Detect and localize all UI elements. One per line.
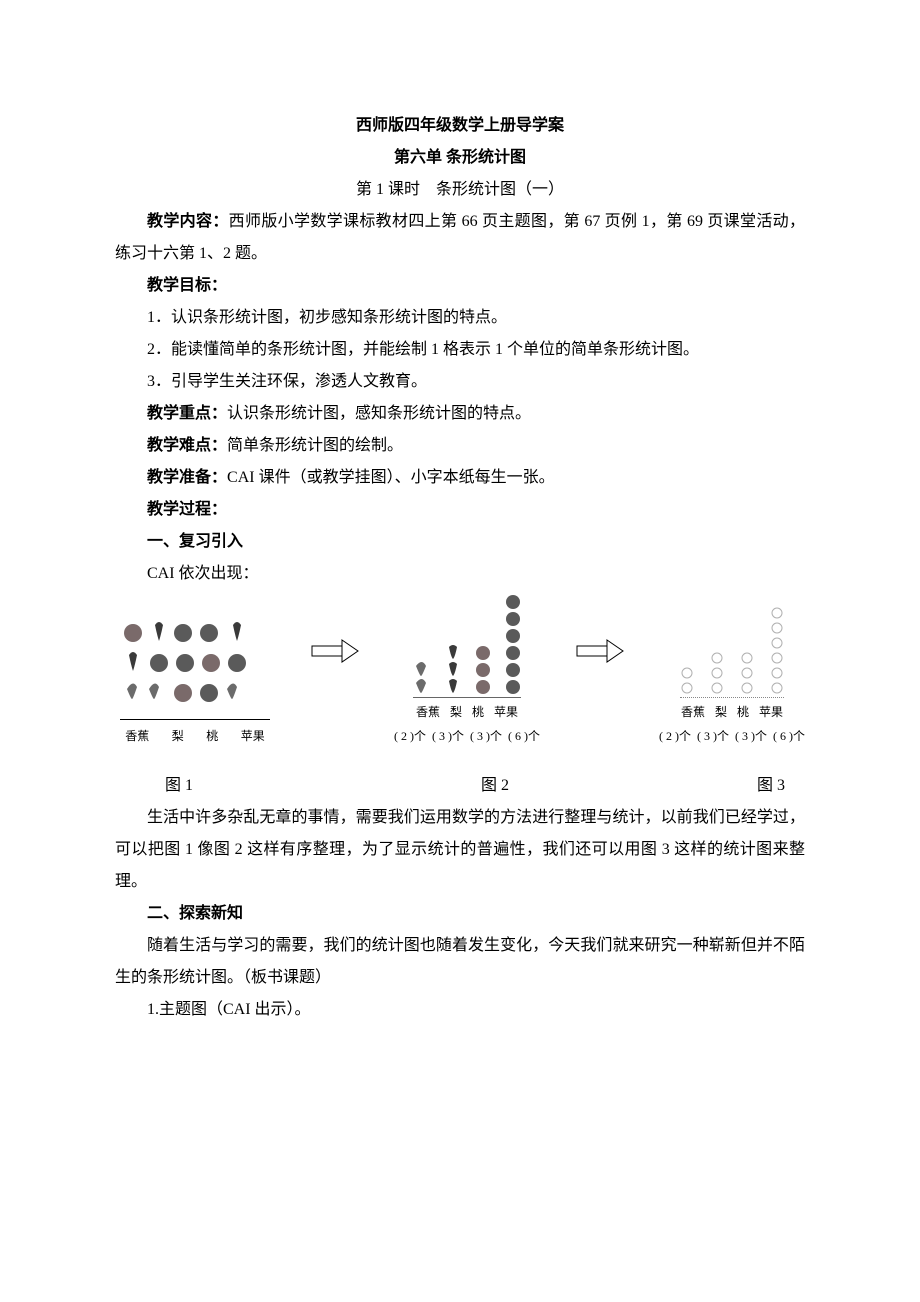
unit-title: 第六单 条形统计图 (115, 142, 805, 174)
figure3-labels: 香蕉 梨 桃 苹果 (681, 700, 783, 724)
f2-count-peach: ( 3 )个 (470, 724, 502, 748)
dot-col-apple (770, 606, 784, 695)
arrow-right-icon (575, 638, 625, 664)
f3-label-pear: 梨 (715, 700, 727, 724)
caption-fig3: 图 3 (757, 770, 785, 802)
doc-title: 西师版四年级数学上册导学案 (115, 110, 805, 142)
goal-3: 3．引导学生关注环保，渗透人文教育。 (115, 366, 805, 398)
figure-captions: 图 1 图 2 图 3 (115, 770, 805, 802)
f2-label-apple: 苹果 (494, 700, 518, 724)
f3-count-apple: ( 6 )个 (773, 724, 805, 748)
label-pear: 梨 (172, 724, 184, 748)
figure2-counts: ( 2 )个 ( 3 )个 ( 3 )个 ( 6 )个 (394, 724, 540, 748)
prep-text: CAI 课件（或教学挂图）、小字本纸每生一张。 (227, 469, 555, 486)
f2-label-banana: 香蕉 (416, 700, 440, 724)
dot-col-peach (740, 651, 754, 695)
picto-col-apple (505, 594, 521, 695)
goals-label: 教学目标： (115, 270, 805, 302)
goal-1: 1．认识条形统计图，初步感知条形统计图的特点。 (115, 302, 805, 334)
difficulty-text: 简单条形统计图的绘制。 (227, 437, 403, 454)
f2-label-pear: 梨 (450, 700, 462, 724)
figure1-labels: 香蕉 梨 桃 苹果 (120, 719, 270, 748)
figure-2: 香蕉 梨 桃 苹果 ( 2 )个 ( 3 )个 ( 3 )个 ( 6 )个 (394, 594, 540, 748)
goal-2: 2．能读懂简单的条形统计图，并能绘制 1 格表示 1 个单位的简单条形统计图。 (115, 334, 805, 366)
section2-para: 随着生活与学习的需要，我们的统计图也随着发生变化，今天我们就来研究一种崭新但并不… (115, 930, 805, 994)
dot-chart (680, 606, 784, 698)
label-apple: 苹果 (241, 724, 265, 748)
dot-col-pear (710, 651, 724, 695)
f3-count-banana: ( 2 )个 (659, 724, 691, 748)
picto-col-peach (475, 645, 491, 695)
f3-count-pear: ( 3 )个 (697, 724, 729, 748)
figure-3: 香蕉 梨 桃 苹果 ( 2 )个 ( 3 )个 ( 3 )个 ( 6 )个 (659, 606, 805, 748)
key-point-text: 认识条形统计图，感知条形统计图的特点。 (227, 405, 531, 422)
label-banana: 香蕉 (125, 724, 149, 748)
teaching-content-label: 教学内容： (147, 213, 229, 230)
key-point-label: 教学重点： (147, 405, 227, 422)
prep: 教学准备：CAI 课件（或教学挂图）、小字本纸每生一张。 (115, 462, 805, 494)
label-peach: 桃 (206, 724, 218, 748)
picto-col-banana (413, 662, 431, 695)
section1-heading: 一、复习引入 (115, 526, 805, 558)
process-label: 教学过程： (115, 494, 805, 526)
figure-row: 香蕉 梨 桃 苹果 (115, 594, 805, 748)
figure-1: 香蕉 梨 桃 苹果 (115, 615, 275, 748)
fruit-scatter-icon (115, 615, 275, 715)
f3-count-peach: ( 3 )个 (735, 724, 767, 748)
section2-heading: 二、探索新知 (115, 898, 805, 930)
f3-label-peach: 桃 (737, 700, 749, 724)
f2-count-apple: ( 6 )个 (508, 724, 540, 748)
arrow-right-icon (310, 638, 360, 664)
lesson-title: 第 1 课时 条形统计图（一） (115, 174, 805, 206)
prep-label: 教学准备： (147, 469, 227, 486)
f2-count-pear: ( 3 )个 (432, 724, 464, 748)
figure2-labels: 香蕉 梨 桃 苹果 (416, 700, 518, 724)
f3-label-banana: 香蕉 (681, 700, 705, 724)
paragraph-after-figures: 生活中许多杂乱无章的事情，需要我们运用数学的方法进行整理与统计，以前我们已经学过… (115, 802, 805, 898)
pictograph-chart (413, 594, 521, 698)
f2-count-banana: ( 2 )个 (394, 724, 426, 748)
section2-item1: 1.主题图（CAI 出示）。 (115, 994, 805, 1026)
figure3-counts: ( 2 )个 ( 3 )个 ( 3 )个 ( 6 )个 (659, 724, 805, 748)
caption-fig1: 图 1 (165, 770, 193, 802)
section1-line: CAI 依次出现： (115, 558, 805, 590)
dot-col-banana (680, 666, 694, 695)
caption-fig2: 图 2 (481, 770, 509, 802)
f2-label-peach: 桃 (472, 700, 484, 724)
f3-label-apple: 苹果 (759, 700, 783, 724)
teaching-content: 教学内容：西师版小学数学课标教材四上第 66 页主题图，第 67 页例 1，第 … (115, 206, 805, 270)
difficulty-label: 教学难点： (147, 437, 227, 454)
key-point: 教学重点：认识条形统计图，感知条形统计图的特点。 (115, 398, 805, 430)
difficulty: 教学难点：简单条形统计图的绘制。 (115, 430, 805, 462)
picto-col-pear (445, 645, 461, 695)
